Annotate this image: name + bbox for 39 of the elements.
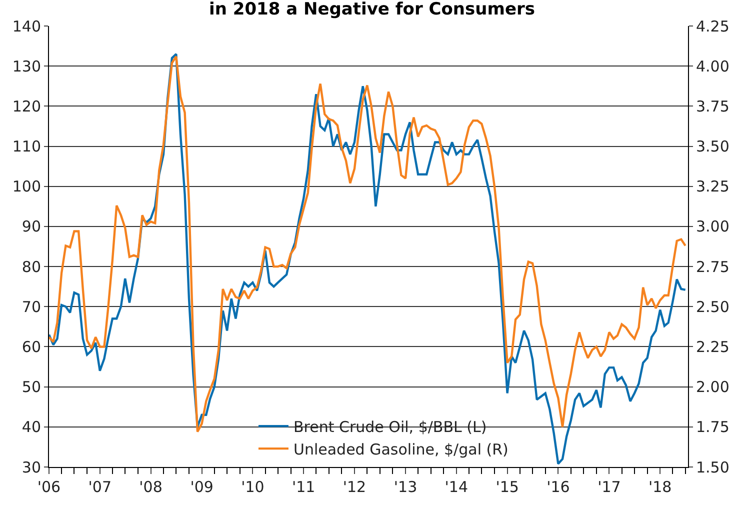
x-tick-label: '17 — [598, 478, 621, 496]
x-tick-label: '07 — [88, 478, 112, 496]
y2-tick-label: 3.00 — [696, 218, 730, 236]
y-tick-label: 120 — [12, 97, 41, 116]
y-tick-label: 90 — [22, 218, 41, 236]
x-tick-label: '14 — [444, 478, 468, 496]
x-tick-label: '09 — [190, 478, 214, 496]
x-tick-label: '06 — [37, 478, 61, 496]
x-tick-label: '12 — [342, 478, 366, 496]
y2-tick-label: 3.25 — [696, 178, 730, 196]
y-tick-label: 30 — [22, 458, 41, 476]
y2-tick-label: 4.25 — [696, 17, 730, 36]
y2-tick-label: 4.00 — [696, 57, 730, 76]
y-tick-label: 40 — [22, 418, 41, 436]
x-tick-label: '08 — [139, 478, 162, 496]
y-tick-label: 140 — [12, 17, 41, 36]
y2-tick-label: 2.75 — [696, 258, 730, 276]
y-tick-label: 110 — [12, 138, 41, 156]
y2-tick-label: 2.50 — [696, 298, 730, 316]
y-tick-label: 50 — [22, 378, 41, 396]
x-tick-label: '10 — [241, 478, 264, 496]
x-tick-label: '18 — [648, 478, 672, 496]
y2-tick-label: 3.75 — [696, 97, 730, 116]
y-tick-label: 80 — [22, 258, 41, 276]
y2-tick-label: 2.00 — [696, 378, 730, 396]
y-tick-label: 130 — [12, 57, 41, 76]
y2-tick-label: 2.25 — [696, 338, 730, 356]
legend-label: Unleaded Gasoline, $/gal (R) — [293, 440, 508, 458]
y2-tick-label: 1.75 — [696, 418, 730, 436]
x-tick-label: '15 — [496, 478, 519, 496]
y-tick-label: 100 — [12, 178, 41, 196]
x-tick-label: '13 — [394, 478, 418, 496]
chart-title: in 2018 a Negative for Consumers — [209, 0, 535, 20]
y-tick-label: 60 — [22, 338, 41, 356]
y2-tick-label: 1.50 — [696, 458, 730, 476]
y-tick-label: 70 — [22, 298, 41, 316]
x-tick-label: '16 — [546, 478, 570, 496]
y2-tick-label: 3.50 — [696, 138, 730, 156]
x-tick-label: '11 — [292, 478, 316, 496]
